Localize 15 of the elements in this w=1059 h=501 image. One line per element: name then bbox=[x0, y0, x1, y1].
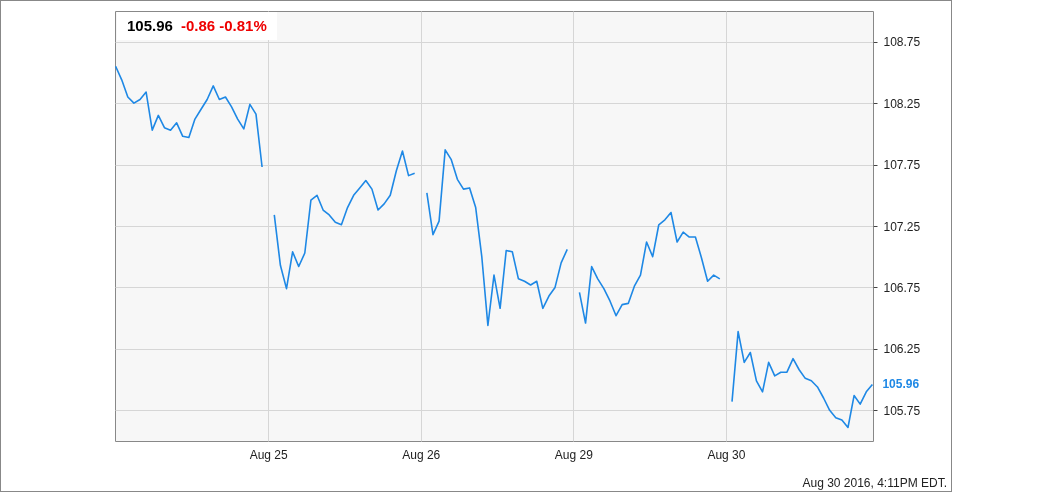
x-tick-label: Aug 25 bbox=[249, 447, 289, 462]
y-tick-label: 108.25 bbox=[883, 96, 921, 111]
chart-subtitle: -0.86 -0.81% bbox=[180, 17, 267, 34]
text: 105.96 bbox=[882, 377, 920, 392]
chart-title: 105.96 bbox=[127, 17, 173, 34]
x-tick-label: Aug 26 bbox=[402, 447, 441, 462]
y-tick-label: 106.75 bbox=[883, 280, 921, 295]
y-tick-label: 106.25 bbox=[883, 342, 921, 357]
y-tick-label: 107.75 bbox=[883, 158, 921, 173]
x-tick-label: Aug 29 bbox=[554, 447, 594, 462]
text: Aug 30 2016, 4:11PM EDT. bbox=[802, 476, 947, 490]
y-tick-label: 105.75 bbox=[883, 403, 921, 418]
y-tick-label: 107.25 bbox=[883, 219, 921, 234]
y-tick-label: 108.75 bbox=[883, 35, 921, 50]
x-tick-label: Aug 30 bbox=[707, 447, 746, 462]
